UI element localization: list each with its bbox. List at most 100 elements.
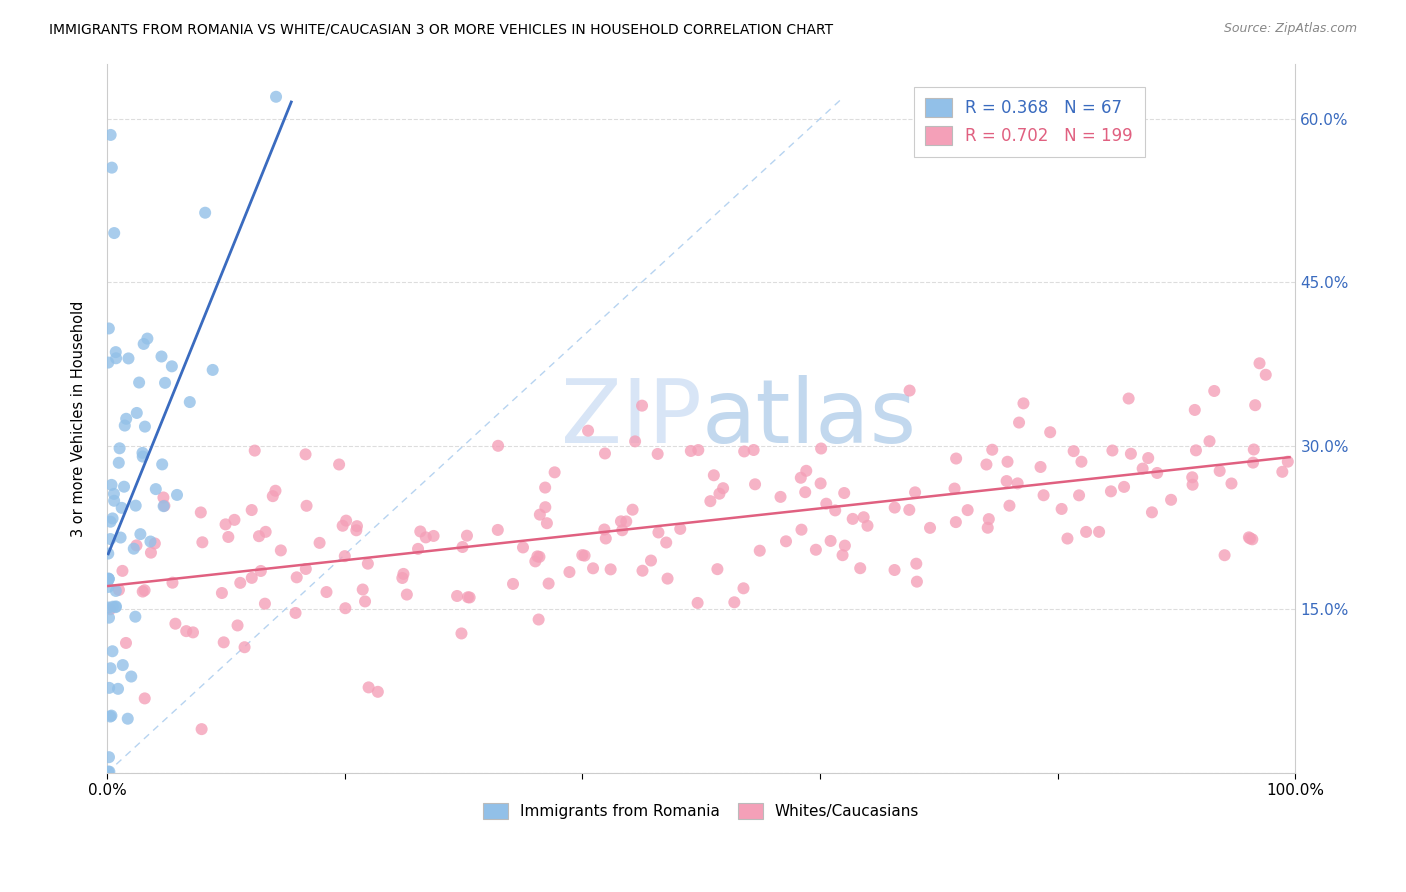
Point [703, 468, 725, 483]
Point [153, 499, 176, 513]
Point [502, 577, 524, 591]
Point [100, 708, 122, 723]
Point [139, 546, 162, 560]
Text: atlas: atlas [702, 375, 917, 462]
Point [328, 458, 350, 472]
Point [451, 540, 474, 554]
Point [655, 535, 678, 549]
Point [709, 486, 731, 500]
Point [111, 658, 134, 673]
Point [647, 447, 669, 461]
Y-axis label: 3 or more Vehicles in Household: 3 or more Vehicles in Household [72, 301, 86, 537]
Point [669, 522, 692, 536]
Point [1249, 356, 1271, 370]
Point [1140, 505, 1163, 519]
Point [810, 442, 832, 456]
Point [631, 564, 654, 578]
Point [1112, 480, 1135, 494]
Point [446, 589, 468, 603]
Point [898, 503, 921, 517]
Point [224, 513, 246, 527]
Point [98, 764, 121, 779]
Point [105, 351, 128, 366]
Point [852, 510, 875, 524]
Point [335, 601, 357, 615]
Point [97, 547, 120, 561]
Point [98, 709, 121, 723]
Point [104, 583, 127, 598]
Point [110, 531, 132, 545]
Point [1181, 470, 1204, 484]
Point [706, 562, 728, 576]
Point [905, 574, 928, 589]
Point [1067, 488, 1090, 502]
Point [104, 600, 127, 615]
Point [1074, 524, 1097, 539]
Point [422, 529, 444, 543]
Point [97, 600, 120, 615]
Text: IMMIGRANTS FROM ROMANIA VS WHITE/CAUCASIAN 3 OR MORE VEHICLES IN HOUSEHOLD CORRE: IMMIGRANTS FROM ROMANIA VS WHITE/CAUCASI… [49, 22, 834, 37]
Point [1254, 368, 1277, 382]
Point [415, 530, 437, 544]
Point [529, 549, 551, 564]
Point [534, 500, 557, 515]
Point [98, 681, 121, 695]
Point [131, 446, 153, 460]
Point [1029, 460, 1052, 475]
Point [1146, 466, 1168, 480]
Point [1063, 444, 1085, 458]
Point [1185, 443, 1208, 458]
Point [1118, 392, 1140, 406]
Point [98, 610, 121, 624]
Point [104, 345, 127, 359]
Point [614, 515, 637, 529]
Point [128, 376, 150, 390]
Point [212, 635, 235, 649]
Point [153, 376, 176, 390]
Point [486, 439, 509, 453]
Point [943, 482, 966, 496]
Text: ZIP: ZIP [561, 375, 702, 462]
Point [679, 444, 702, 458]
Point [1213, 548, 1236, 562]
Point [150, 458, 173, 472]
Point [748, 543, 770, 558]
Point [486, 523, 509, 537]
Point [977, 521, 1000, 535]
Point [97, 572, 120, 586]
Point [122, 541, 145, 556]
Point [1204, 384, 1226, 398]
Point [576, 424, 599, 438]
Point [711, 481, 734, 495]
Point [457, 591, 479, 605]
Point [332, 518, 354, 533]
Point [98, 602, 121, 616]
Point [624, 434, 647, 449]
Point [98, 532, 121, 546]
Point [108, 582, 131, 597]
Point [240, 503, 263, 517]
Point [898, 384, 921, 398]
Point [1220, 476, 1243, 491]
Point [217, 530, 239, 544]
Point [285, 570, 308, 584]
Point [284, 606, 307, 620]
Point [621, 502, 644, 516]
Point [1088, 524, 1111, 539]
Point [527, 613, 550, 627]
Point [537, 576, 560, 591]
Point [264, 483, 287, 498]
Point [945, 515, 967, 529]
Point [841, 512, 863, 526]
Point [769, 490, 792, 504]
Point [354, 594, 377, 608]
Point [357, 681, 380, 695]
Point [104, 599, 127, 614]
Point [181, 625, 204, 640]
Point [103, 487, 125, 501]
Point [108, 442, 131, 456]
Point [247, 529, 270, 543]
Point [599, 562, 621, 576]
Point [1039, 425, 1062, 440]
Point [262, 489, 284, 503]
